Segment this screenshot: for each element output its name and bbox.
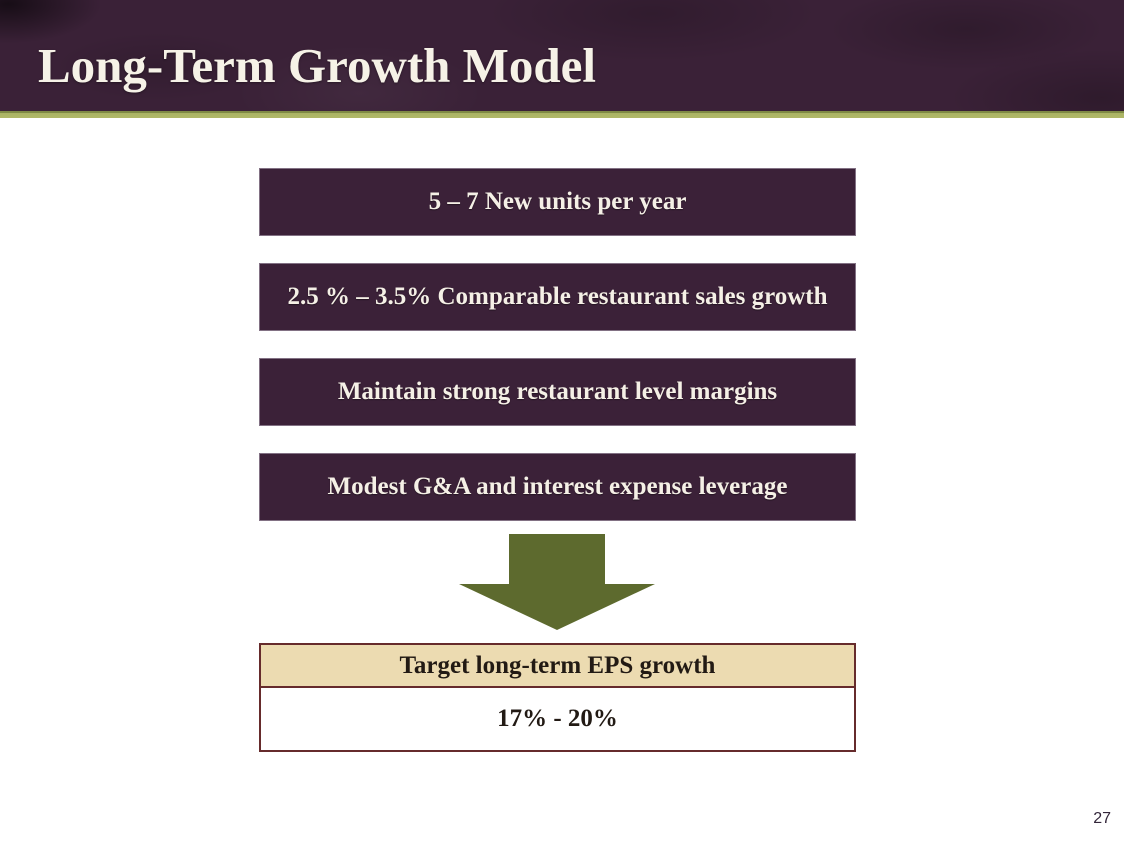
eps-growth-result-box: Target long-term EPS growth 17% - 20%: [259, 643, 856, 752]
growth-driver-box-restaurant-margins: Maintain strong restaurant level margins: [259, 358, 856, 426]
growth-driver-label: 2.5 % – 3.5% Comparable restaurant sales…: [287, 283, 828, 310]
slide-header: Long-Term Growth Model: [0, 0, 1124, 111]
result-box-header-label: Target long-term EPS growth: [399, 651, 716, 679]
growth-driver-label: Maintain strong restaurant level margins: [337, 378, 778, 405]
growth-driver-box-expense-leverage: Modest G&A and interest expense leverage: [259, 453, 856, 521]
growth-driver-box-comparable-sales: 2.5 % – 3.5% Comparable restaurant sales…: [259, 263, 856, 331]
growth-driver-label: Modest G&A and interest expense leverage: [327, 473, 788, 500]
result-box-header: Target long-term EPS growth: [261, 645, 854, 688]
slide-title: Long-Term Growth Model: [38, 38, 597, 93]
page-number: 27: [1093, 810, 1111, 827]
growth-driver-label: 5 – 7 New units per year: [428, 188, 687, 215]
growth-driver-box-new-units: 5 – 7 New units per year: [259, 168, 856, 236]
result-box-value-label: 17% - 20%: [497, 705, 618, 732]
result-box-value: 17% - 20%: [261, 688, 854, 750]
block-down-arrow-icon: [459, 534, 655, 630]
header-accent-bar: [0, 111, 1124, 118]
